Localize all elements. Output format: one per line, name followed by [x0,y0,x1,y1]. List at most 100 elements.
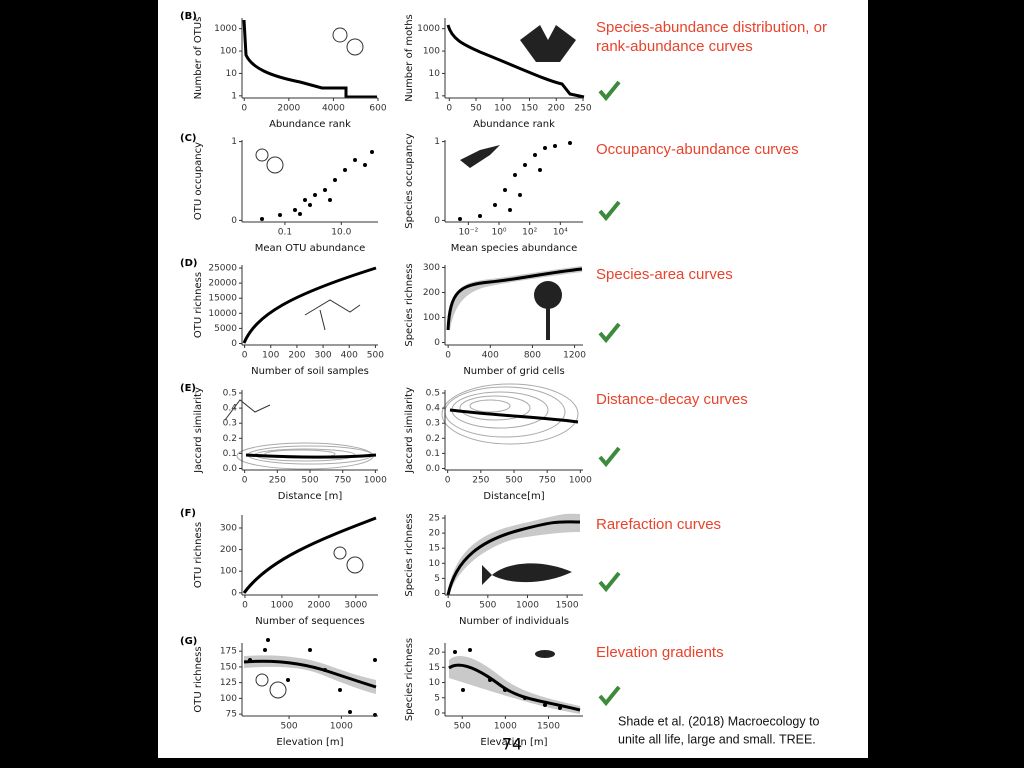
curve [242,266,377,344]
y-tick-label: 100 [220,567,237,577]
x-tick-label: 0 [445,476,451,486]
x-tick-label: 600 [369,104,386,114]
x-tick-label: 1000 [330,722,353,732]
y-axis-label: OTU richness [193,522,204,588]
x-tick-label: 3000 [344,601,367,611]
x-tick-label: 250 [269,476,286,486]
y-tick-label: 0 [434,708,440,718]
x-tick-label: 4000 [322,104,345,114]
y-tick-label: 200 [220,545,237,555]
y-tick-label: 1000 [417,24,440,34]
caption: Occupancy-abundance curves [596,141,799,158]
curve [446,267,583,331]
scatter-dots [248,141,572,717]
y-tick-label: 100 [423,47,440,57]
x-tick-label: 0 [445,601,451,611]
x-axis-label: Number of grid cells [463,366,564,377]
band [447,513,580,595]
y-tick-label: 25000 [208,264,237,274]
y-tick-label: 0.2 [426,434,440,444]
y-axis-label: OTU occupancy [193,142,204,220]
caption: Distance-decay curves [596,391,748,408]
x-tick-label: 200 [288,351,305,361]
x-tick-label: 2000 [277,104,300,114]
y-tick-label: 100 [220,694,237,704]
y-tick-label: 0.0 [426,464,441,474]
y-tick-label: 175 [220,647,237,657]
y-tick-label: 300 [423,263,440,273]
y-tick-label: 0.4 [426,404,441,414]
x-tick-label: 0 [241,104,247,114]
y-tick-label: 5 [434,693,440,703]
curve [446,24,585,99]
x-tick-label: 1500 [537,722,560,732]
x-tick-label: 750 [539,476,556,486]
band [449,655,580,714]
y-tick-label: 0.0 [223,464,238,474]
y-tick-label: 1 [434,137,440,147]
x-axis-label: Elevation [m] [480,737,547,748]
y-tick-label: 0 [231,216,237,226]
x-tick-label: 10⁴ [553,228,568,238]
x-tick-label: 500 [454,722,471,732]
y-tick-label: 300 [220,523,237,533]
x-axis-label: Distance[m] [483,491,544,502]
caption: Species-abundance distribution, or [596,19,827,36]
x-tick-label: 250 [472,476,489,486]
y-tick-label: 150 [220,662,237,672]
y-axis-label: Species occupancy [404,133,415,228]
x-tick-label: 0 [445,351,451,361]
panel-label: (G) [180,636,197,647]
x-tick-label: 0 [242,601,248,611]
x-axis-label: Number of soil samples [251,366,369,377]
panel-label: (D) [180,258,197,269]
y-tick-label: 20 [429,529,441,539]
x-tick-label: 100 [494,104,511,114]
caption: Rarefaction curves [596,516,721,533]
x-tick-label: 300 [314,351,331,361]
x-axis-label: Mean species abundance [451,243,578,254]
x-tick-label: 0 [446,104,452,114]
citation: unite all life, large and small. TREE. [618,732,816,746]
y-tick-label: 0.4 [223,404,238,414]
x-axis-label: Distance [m] [278,491,343,502]
y-axis-label: Jaccard similarity [404,387,415,474]
x-tick-label: 750 [334,476,351,486]
y-tick-label: 1 [231,137,237,147]
x-tick-label: 500 [301,476,318,486]
y-tick-label: 25 [429,514,440,524]
y-axis-label: Number of moths [404,14,415,102]
x-tick-label: 500 [367,351,384,361]
x-tick-label: 1200 [563,351,586,361]
curve [243,659,377,689]
y-tick-label: 0 [434,338,440,348]
x-tick-label: 0 [242,351,248,361]
x-tick-label: 10⁰ [491,228,506,238]
panel-label: (E) [180,383,196,394]
slide-panel [158,0,868,758]
y-tick-label: 0.5 [426,389,440,399]
y-tick-label: 0.3 [426,419,440,429]
x-axis-label: Mean OTU abundance [255,243,366,254]
y-tick-label: 100 [423,313,440,323]
y-tick-label: 75 [226,710,237,720]
y-tick-label: 15000 [208,294,237,304]
x-tick-label: 500 [479,601,496,611]
x-tick-label: 100 [262,351,279,361]
x-tick-label: 50 [470,104,482,114]
y-tick-label: 0.1 [426,449,440,459]
y-axis-label: Species richness [404,638,415,721]
panel-label: (F) [180,508,196,519]
x-tick-label: 10² [522,228,537,238]
y-tick-label: 0.1 [223,449,237,459]
x-tick-label: 0.1 [278,228,292,238]
x-tick-label: 1500 [556,601,579,611]
y-tick-label: 0 [231,588,237,598]
x-tick-label: 1000 [494,722,517,732]
y-tick-label: 10000 [208,309,237,319]
x-tick-label: 1000 [270,601,293,611]
caption: Species-area curves [596,266,733,283]
x-tick-label: 500 [505,476,522,486]
y-tick-label: 200 [423,288,440,298]
y-tick-label: 100 [220,47,237,57]
